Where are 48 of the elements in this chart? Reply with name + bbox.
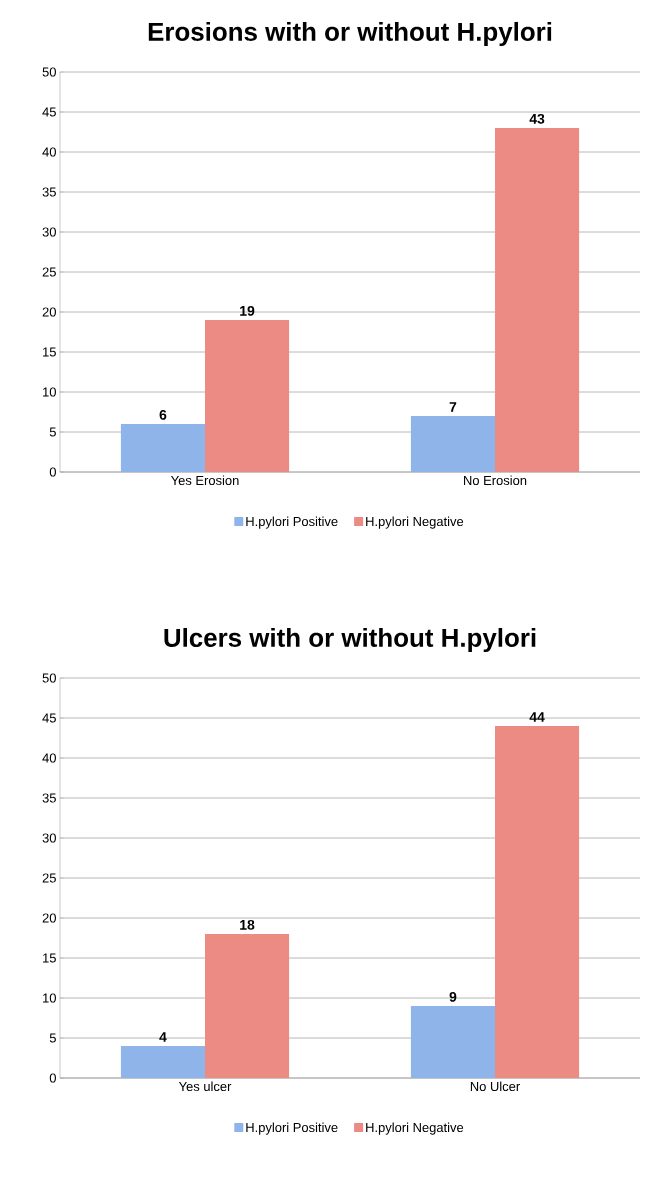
- y-tick-label: 15: [43, 953, 56, 963]
- y-tick-label: 50: [42, 67, 56, 77]
- y-tick-label: 25: [42, 873, 56, 883]
- data-label: 18: [240, 919, 255, 930]
- legend-label: H.pylori Positive: [246, 516, 338, 529]
- legend-label: H.pylori Negative: [366, 516, 464, 529]
- legend-label: H.pylori Negative: [366, 1122, 464, 1135]
- y-tick-label: 30: [42, 833, 56, 843]
- y-tick-label: 30: [42, 227, 56, 237]
- data-label: 43: [529, 113, 545, 124]
- data-label: 4: [159, 1032, 167, 1042]
- y-tick-label: 40: [42, 147, 56, 157]
- bar: [120, 424, 205, 473]
- y-tick-label: 35: [42, 793, 56, 803]
- y-tick-label: 5: [49, 427, 56, 437]
- bar: [410, 1006, 495, 1079]
- y-tick-label: 20: [42, 913, 56, 923]
- y-tick-label: 10: [43, 993, 56, 1003]
- y-tick-label: 0: [49, 1073, 56, 1083]
- data-label: 19: [240, 305, 255, 316]
- data-label: 7: [449, 402, 457, 412]
- y-tick-label: 45: [42, 107, 56, 117]
- x-tick-label: No Erosion: [464, 475, 527, 486]
- bar: [120, 1046, 205, 1079]
- y-tick-label: 45: [42, 713, 56, 723]
- chart-title: Erosions with or without H.pylori: [148, 21, 552, 47]
- y-tick-label: 15: [43, 347, 56, 357]
- y-tick-label: 20: [42, 307, 56, 317]
- y-tick-label: 0: [49, 467, 56, 477]
- y-tick-label: 5: [49, 1033, 56, 1043]
- x-tick-label: Yes Erosion: [170, 475, 239, 486]
- y-tick-label: 50: [42, 673, 56, 683]
- y-tick-label: 35: [42, 187, 56, 197]
- y-tick-label: 10: [43, 387, 56, 397]
- data-label: 6: [159, 409, 167, 420]
- bar: [495, 128, 580, 473]
- y-tick-label: 25: [42, 267, 56, 277]
- y-tick-label: 40: [42, 753, 56, 763]
- bar: [410, 416, 495, 473]
- x-tick-label: Yes ulcer: [178, 1081, 232, 1092]
- legend-label: H.pylori Positive: [246, 1122, 338, 1135]
- data-label: 44: [529, 712, 545, 722]
- x-tick-label: No Ulcer: [470, 1081, 520, 1092]
- data-label: 9: [449, 991, 457, 1002]
- bar: [495, 726, 580, 1079]
- chart-title: Ulcers with or without H.pylori: [164, 627, 536, 653]
- bar: [205, 934, 290, 1079]
- bar: [205, 320, 290, 473]
